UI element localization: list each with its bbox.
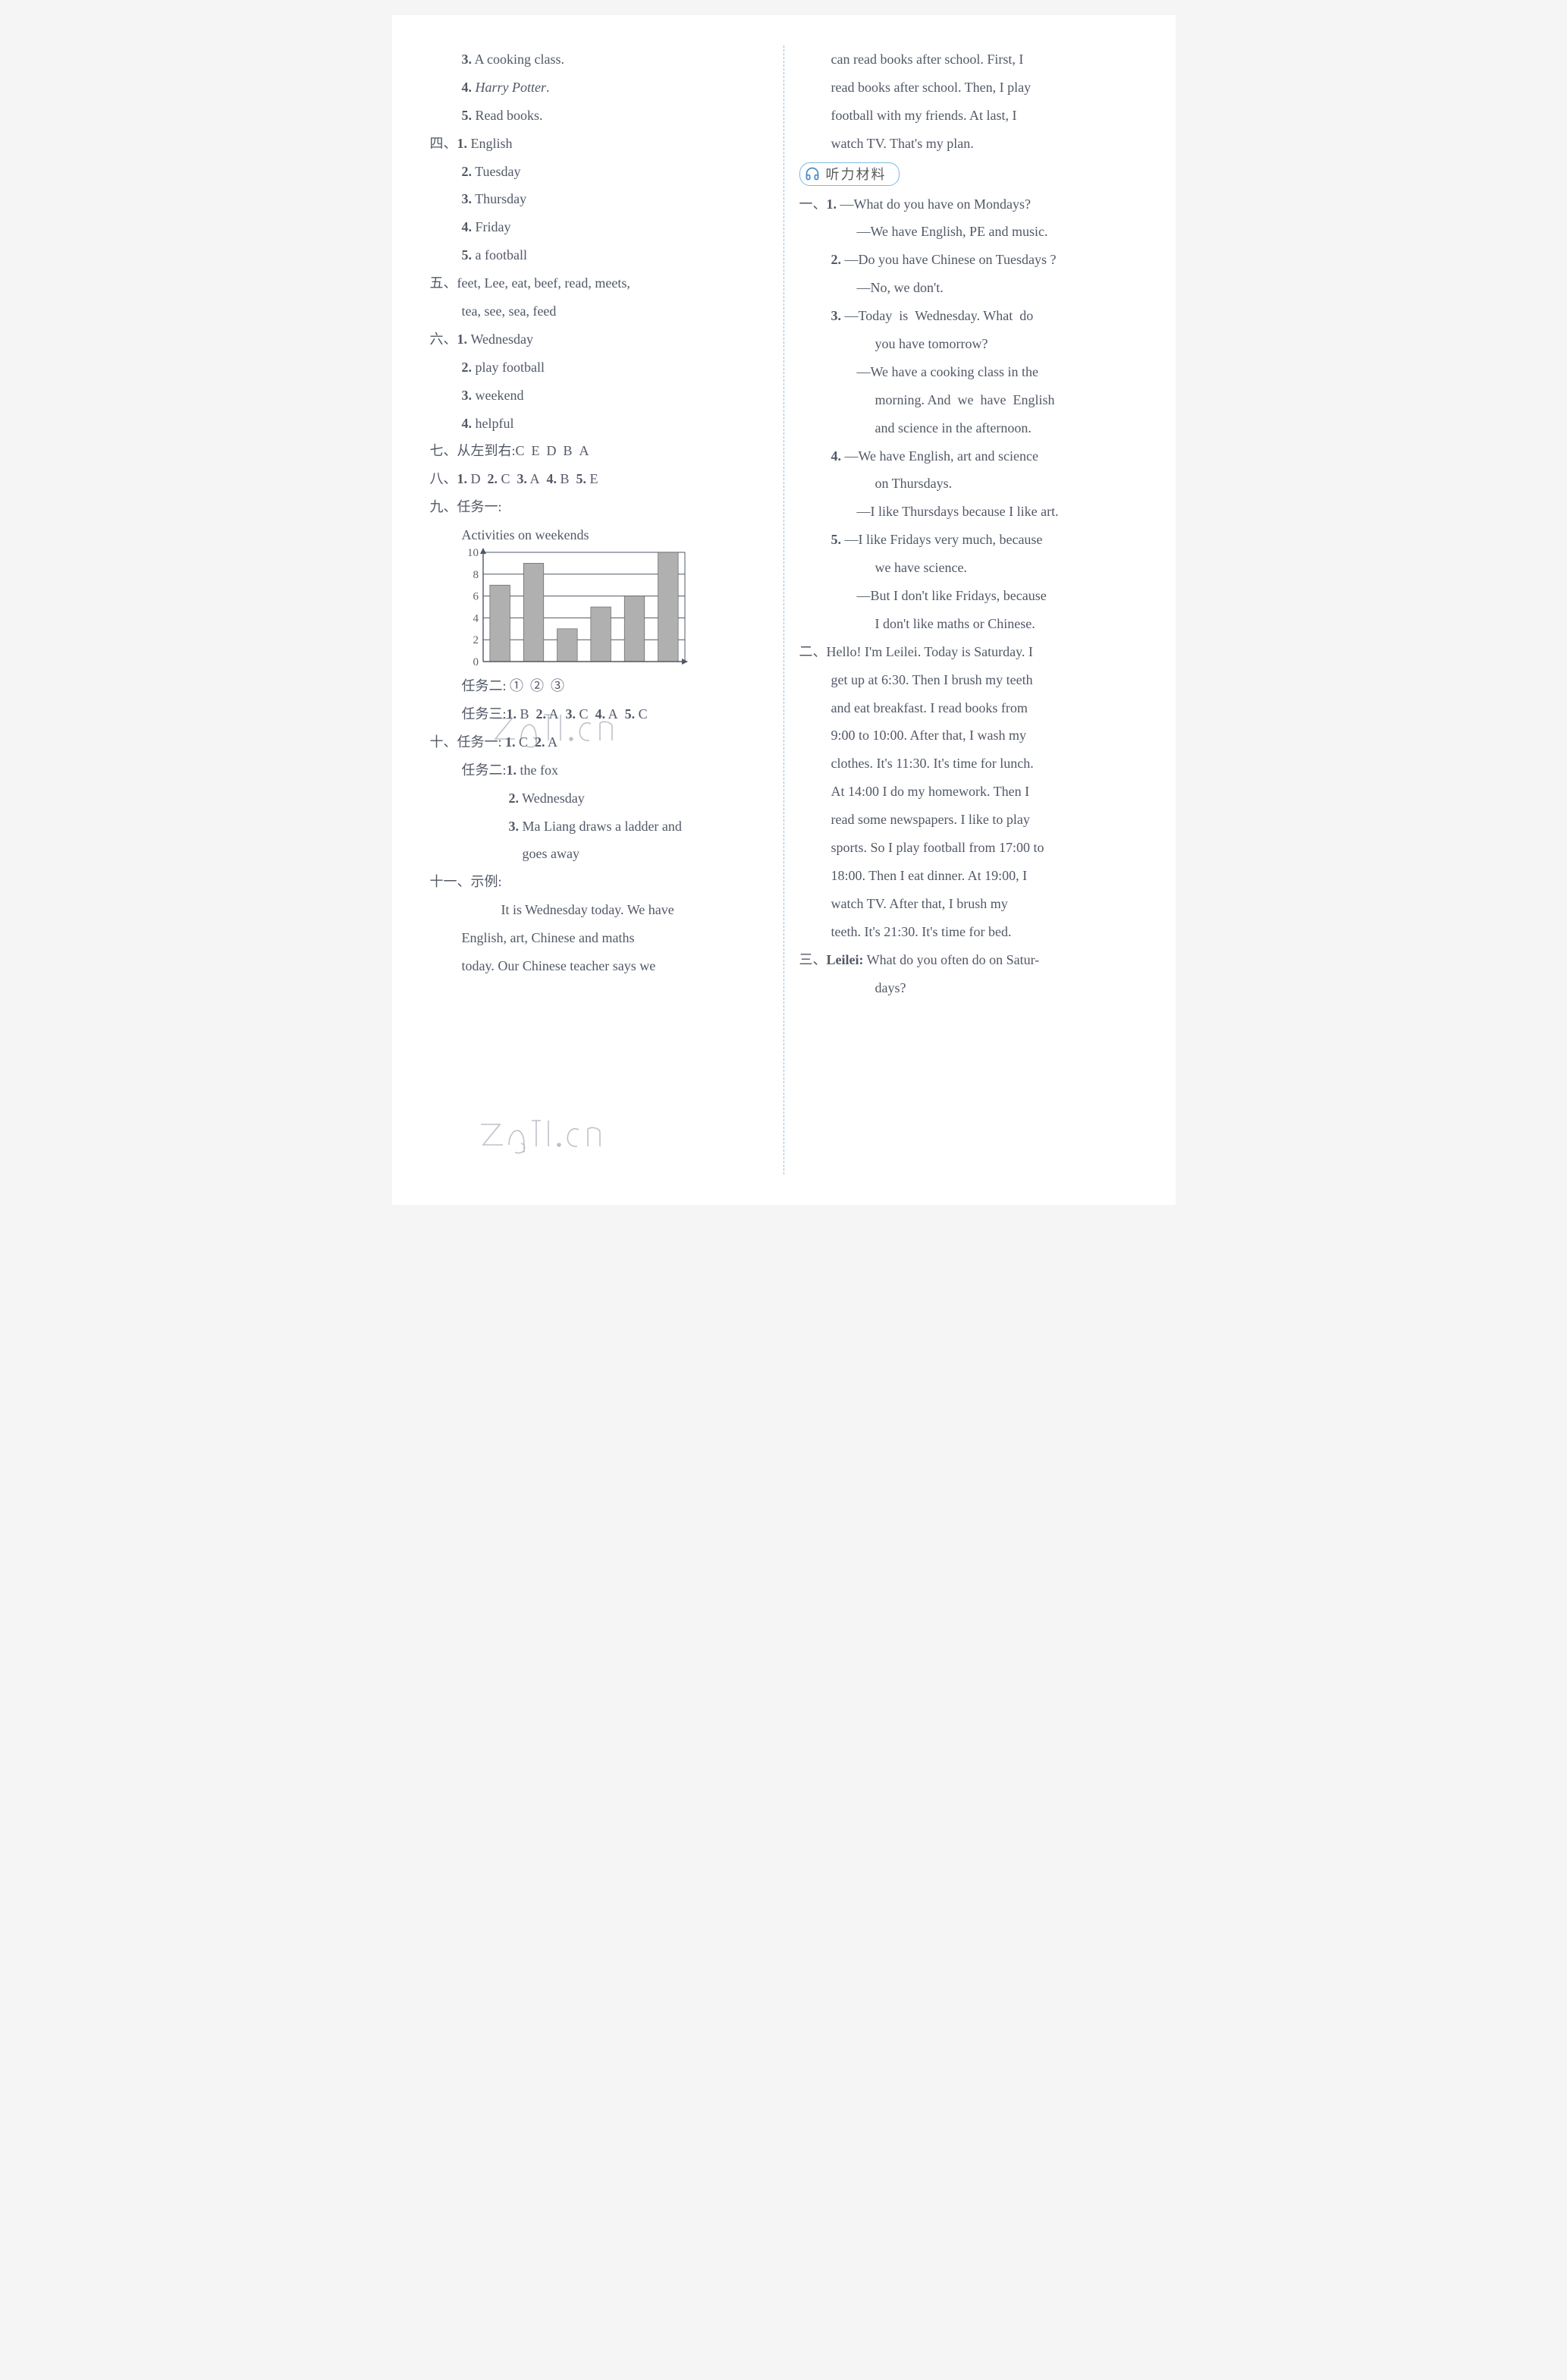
chart-container: Activities on weekends 0 2 4 6 8 10: [430, 527, 768, 669]
text-line: 9:00 to 10:00. After that, I wash my: [799, 722, 1138, 750]
text-line: 5. —I like Fridays very much, because: [799, 526, 1138, 554]
text-line: English, art, Chinese and maths: [430, 924, 768, 952]
svg-text:4: 4: [473, 613, 479, 625]
text-line: on Thursdays.: [799, 470, 1138, 498]
text-line: 5. Read books.: [430, 102, 768, 130]
text-line: 4. —We have English, art and science: [799, 442, 1138, 470]
svg-text:2: 2: [473, 634, 479, 646]
text-line: 2. play football: [430, 354, 768, 382]
text-line: 七、从左到右:C E D B A: [430, 437, 768, 465]
listening-header: 听力材料: [799, 162, 900, 186]
text-line: morning. And we have English: [799, 386, 1138, 414]
text-line: —I like Thursdays because I like art.: [799, 498, 1138, 526]
text-line: 3. Thursday: [430, 185, 768, 213]
text-line: 五、feet, Lee, eat, beef, read, meets,: [430, 269, 768, 297]
listening-label: 听力材料: [826, 164, 887, 184]
text-line: get up at 6:30. Then I brush my teeth: [799, 666, 1138, 694]
document-page: 3. A cooking class.4. Harry Potter.5. Re…: [392, 15, 1176, 1205]
text-line: 2. —Do you have Chinese on Tuesdays ?: [799, 246, 1138, 274]
text-line: and science in the afternoon.: [799, 414, 1138, 442]
right-column: can read books after school. First, Irea…: [784, 46, 1149, 1174]
text-line: 3. A cooking class.: [430, 46, 768, 74]
text-line: can read books after school. First, I: [799, 46, 1138, 74]
text-line: —We have English, PE and music.: [799, 218, 1138, 246]
text-line: we have science.: [799, 554, 1138, 582]
text-line: clothes. It's 11:30. It's time for lunch…: [799, 750, 1138, 778]
text-line: 十一、示例:: [430, 868, 768, 896]
text-line: 二、Hello! I'm Leilei. Today is Saturday. …: [799, 638, 1138, 666]
text-line: I don't like maths or Chinese.: [799, 610, 1138, 638]
text-line: 一、1. —What do you have on Mondays?: [799, 190, 1138, 219]
text-line: and eat breakfast. I read books from: [799, 694, 1138, 722]
text-line: teeth. It's 21:30. It's time for bed.: [799, 918, 1138, 946]
text-line: 3. —Today is Wednesday. What do: [799, 302, 1138, 330]
text-line: 2. Wednesday: [430, 784, 768, 813]
text-line: 六、1. Wednesday: [430, 325, 768, 354]
text-line: —But I don't like Fridays, because: [799, 582, 1138, 610]
text-line: 18:00. Then I eat dinner. At 19:00, I: [799, 862, 1138, 890]
text-line: At 14:00 I do my homework. Then I: [799, 778, 1138, 806]
text-line: 2. Tuesday: [430, 158, 768, 186]
text-line: 任务二: ① ② ③: [430, 672, 768, 700]
text-line: 3. weekend: [430, 382, 768, 410]
text-line: read books after school. Then, I play: [799, 74, 1138, 102]
text-line: 5. a football: [430, 241, 768, 269]
text-line: watch TV. That's my plan.: [799, 130, 1138, 158]
text-line: read some newspapers. I like to play: [799, 806, 1138, 834]
text-line: days?: [799, 974, 1138, 1002]
bar-chart: 0 2 4 6 8 10: [462, 548, 689, 669]
text-line: 四、1. English: [430, 130, 768, 158]
text-line: watch TV. After that, I brush my: [799, 890, 1138, 918]
svg-text:8: 8: [473, 569, 479, 581]
svg-text:6: 6: [473, 591, 479, 603]
text-line: 任务二:1. the fox: [430, 756, 768, 784]
text-line: 4. Harry Potter.: [430, 74, 768, 102]
svg-text:0: 0: [473, 656, 479, 668]
chart-title: Activities on weekends: [462, 527, 768, 543]
text-line: tea, see, sea, feed: [430, 297, 768, 325]
text-line: goes away: [430, 840, 768, 868]
text-line: —We have a cooking class in the: [799, 358, 1138, 386]
text-line: you have tomorrow?: [799, 330, 1138, 358]
text-line: 3. Ma Liang draws a ladder and: [430, 813, 768, 841]
left-column: 3. A cooking class.4. Harry Potter.5. Re…: [419, 46, 784, 1174]
text-line: 4. Friday: [430, 213, 768, 241]
text-line: 三、Leilei: What do you often do on Satur-: [799, 946, 1138, 974]
text-line: today. Our Chinese teacher says we: [430, 952, 768, 980]
text-line: football with my friends. At last, I: [799, 102, 1138, 130]
svg-text:10: 10: [467, 548, 479, 559]
headphone-icon: [805, 166, 820, 181]
text-line: 八、1. D 2. C 3. A 4. B 5. E: [430, 465, 768, 493]
text-line: sports. So I play football from 17:00 to: [799, 834, 1138, 862]
text-line: 十、任务一: 1. C 2. A: [430, 728, 768, 756]
text-line: 4. helpful: [430, 410, 768, 438]
text-line: —No, we don't.: [799, 274, 1138, 302]
text-line: 九、任务一:: [430, 493, 768, 521]
text-line: 任务三:1. B 2. A 3. C 4. A 5. C: [430, 700, 768, 728]
text-line: It is Wednesday today. We have: [430, 896, 768, 924]
